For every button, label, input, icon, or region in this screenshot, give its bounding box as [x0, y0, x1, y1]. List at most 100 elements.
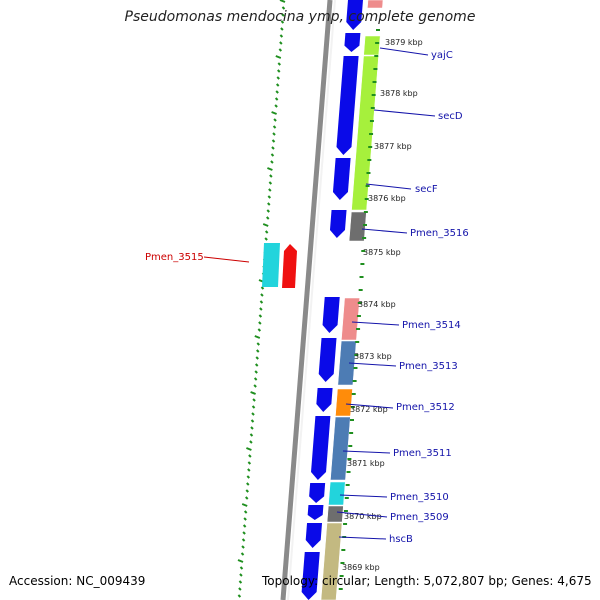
cds-arrow: [309, 483, 326, 503]
tick-mark: [238, 587, 242, 591]
tick-mark: [275, 90, 279, 94]
tick-mark: [280, 27, 284, 31]
tick-mark: [281, 13, 285, 17]
tick-mark: [253, 384, 257, 388]
tick-mark: [241, 545, 245, 549]
kbp-3876: 3876 kbp: [368, 194, 406, 203]
kbp-3871: 3871 kbp: [347, 459, 385, 468]
tick-mark: [271, 111, 277, 115]
color-segment-steelblue: [337, 340, 357, 386]
color-segment-orange: [335, 388, 353, 417]
tick-mark: [277, 62, 281, 66]
tick-mark: [277, 69, 281, 73]
kbp-3874: 3874 kbp: [358, 300, 396, 309]
tick-mark: [241, 538, 246, 542]
color-segment-pink: [367, 0, 384, 9]
tick-mark: [267, 202, 271, 206]
tick-mark: [254, 370, 258, 374]
gene-label-yajc[interactable]: yajC: [431, 50, 453, 61]
tick-mark: [241, 503, 248, 507]
gene-label-pmen-3514[interactable]: Pmen_3514: [402, 320, 461, 331]
kbp-3878: 3878 kbp: [380, 89, 418, 98]
tick-mark: [251, 412, 255, 416]
tick-mark: [268, 188, 272, 192]
tick-mark: [239, 573, 243, 577]
tick-mark: [243, 510, 248, 514]
cds-arrow: [311, 416, 331, 480]
gene-label-hscb[interactable]: hscB: [389, 534, 413, 545]
tick-mark: [278, 48, 283, 52]
cds-arrow: [301, 552, 320, 600]
kbp-3872: 3872 kbp: [350, 405, 388, 414]
pmen-3515-red-arrow[interactable]: [282, 244, 297, 288]
tick-mark: [242, 524, 247, 528]
gene-label-pmen-3509[interactable]: Pmen_3509: [390, 512, 449, 523]
gene-label-pmen-3516[interactable]: Pmen_3516: [410, 228, 469, 239]
color-segment-lime: [363, 35, 381, 56]
backbone-grey: [280, 0, 333, 600]
tick-mark: [262, 223, 269, 227]
backbone-white: [287, 0, 336, 600]
gene-label-secf[interactable]: secF: [415, 184, 438, 195]
tick-mark: [245, 489, 249, 493]
gene-label-pmen-3511[interactable]: Pmen_3511: [393, 448, 452, 459]
tick-mark: [259, 300, 264, 304]
cds-arrow: [305, 523, 323, 548]
gene-label-pmen-3515[interactable]: Pmen_3515: [145, 252, 204, 263]
tick-mark: [247, 461, 252, 465]
kbp-3873: 3873 kbp: [354, 352, 392, 361]
tick-mark: [274, 104, 278, 108]
pmen-3515-cyan-block[interactable]: [262, 243, 280, 287]
tick-mark: [259, 307, 263, 311]
cds-arrow: [336, 56, 359, 155]
topology-text: Topology: circular; Length: 5,072,807 bp…: [262, 574, 592, 588]
tick-mark: [281, 6, 286, 10]
kbp-3875: 3875 kbp: [363, 248, 401, 257]
tick-mark: [276, 76, 280, 80]
gene-label-secd[interactable]: secD: [438, 111, 463, 122]
tick-mark: [249, 433, 254, 437]
tick-mark: [237, 559, 244, 563]
tick-mark: [246, 482, 250, 486]
tick-mark: [256, 342, 260, 346]
tick-mark: [266, 209, 270, 213]
tick-mark: [271, 146, 275, 150]
cds-arrow: [316, 388, 333, 412]
pmen-3515-features[interactable]: [262, 243, 297, 288]
tick-mark: [248, 454, 252, 458]
kbp-labels: 3879 kbp 3878 kbp 3877 kbp 3876 kbp 3875…: [342, 38, 423, 572]
tick-mark: [254, 363, 259, 367]
tick-mark: [247, 468, 251, 472]
tick-mark: [267, 195, 272, 199]
gene-label-pmen-3512[interactable]: Pmen_3512: [396, 402, 455, 413]
tick-mark: [254, 335, 261, 339]
tick-mark: [275, 55, 282, 59]
leader-lines: [203, 47, 436, 540]
kbp-3879: 3879 kbp: [385, 38, 423, 47]
tick-mark: [272, 132, 276, 136]
color-segment-grey: [326, 505, 344, 523]
tick-mark: [280, 20, 285, 24]
tick-mark: [270, 160, 274, 164]
tick-mark: [275, 83, 280, 87]
cds-arrow: [318, 338, 337, 382]
tick-track: [237, 0, 286, 598]
kbp-ticks: [338, 29, 380, 590]
tick-mark: [260, 286, 265, 290]
tick-mark: [250, 391, 256, 395]
color-segment-khaki: [320, 522, 343, 600]
tick-mark: [239, 566, 244, 570]
tick-mark: [270, 153, 275, 157]
tick-mark: [264, 237, 268, 241]
gene-label-pmen-3510[interactable]: Pmen_3510: [390, 492, 449, 503]
kbp-3870: 3870 kbp: [344, 512, 382, 521]
tick-mark: [269, 174, 273, 178]
gene-label-pmen-3513[interactable]: Pmen_3513: [399, 361, 458, 372]
cds-arrow: [344, 33, 361, 52]
tick-mark: [246, 475, 251, 479]
tick-mark: [249, 440, 253, 444]
tick-mark: [237, 594, 242, 598]
cds-arrow: [329, 210, 347, 238]
tick-mark: [250, 426, 254, 430]
